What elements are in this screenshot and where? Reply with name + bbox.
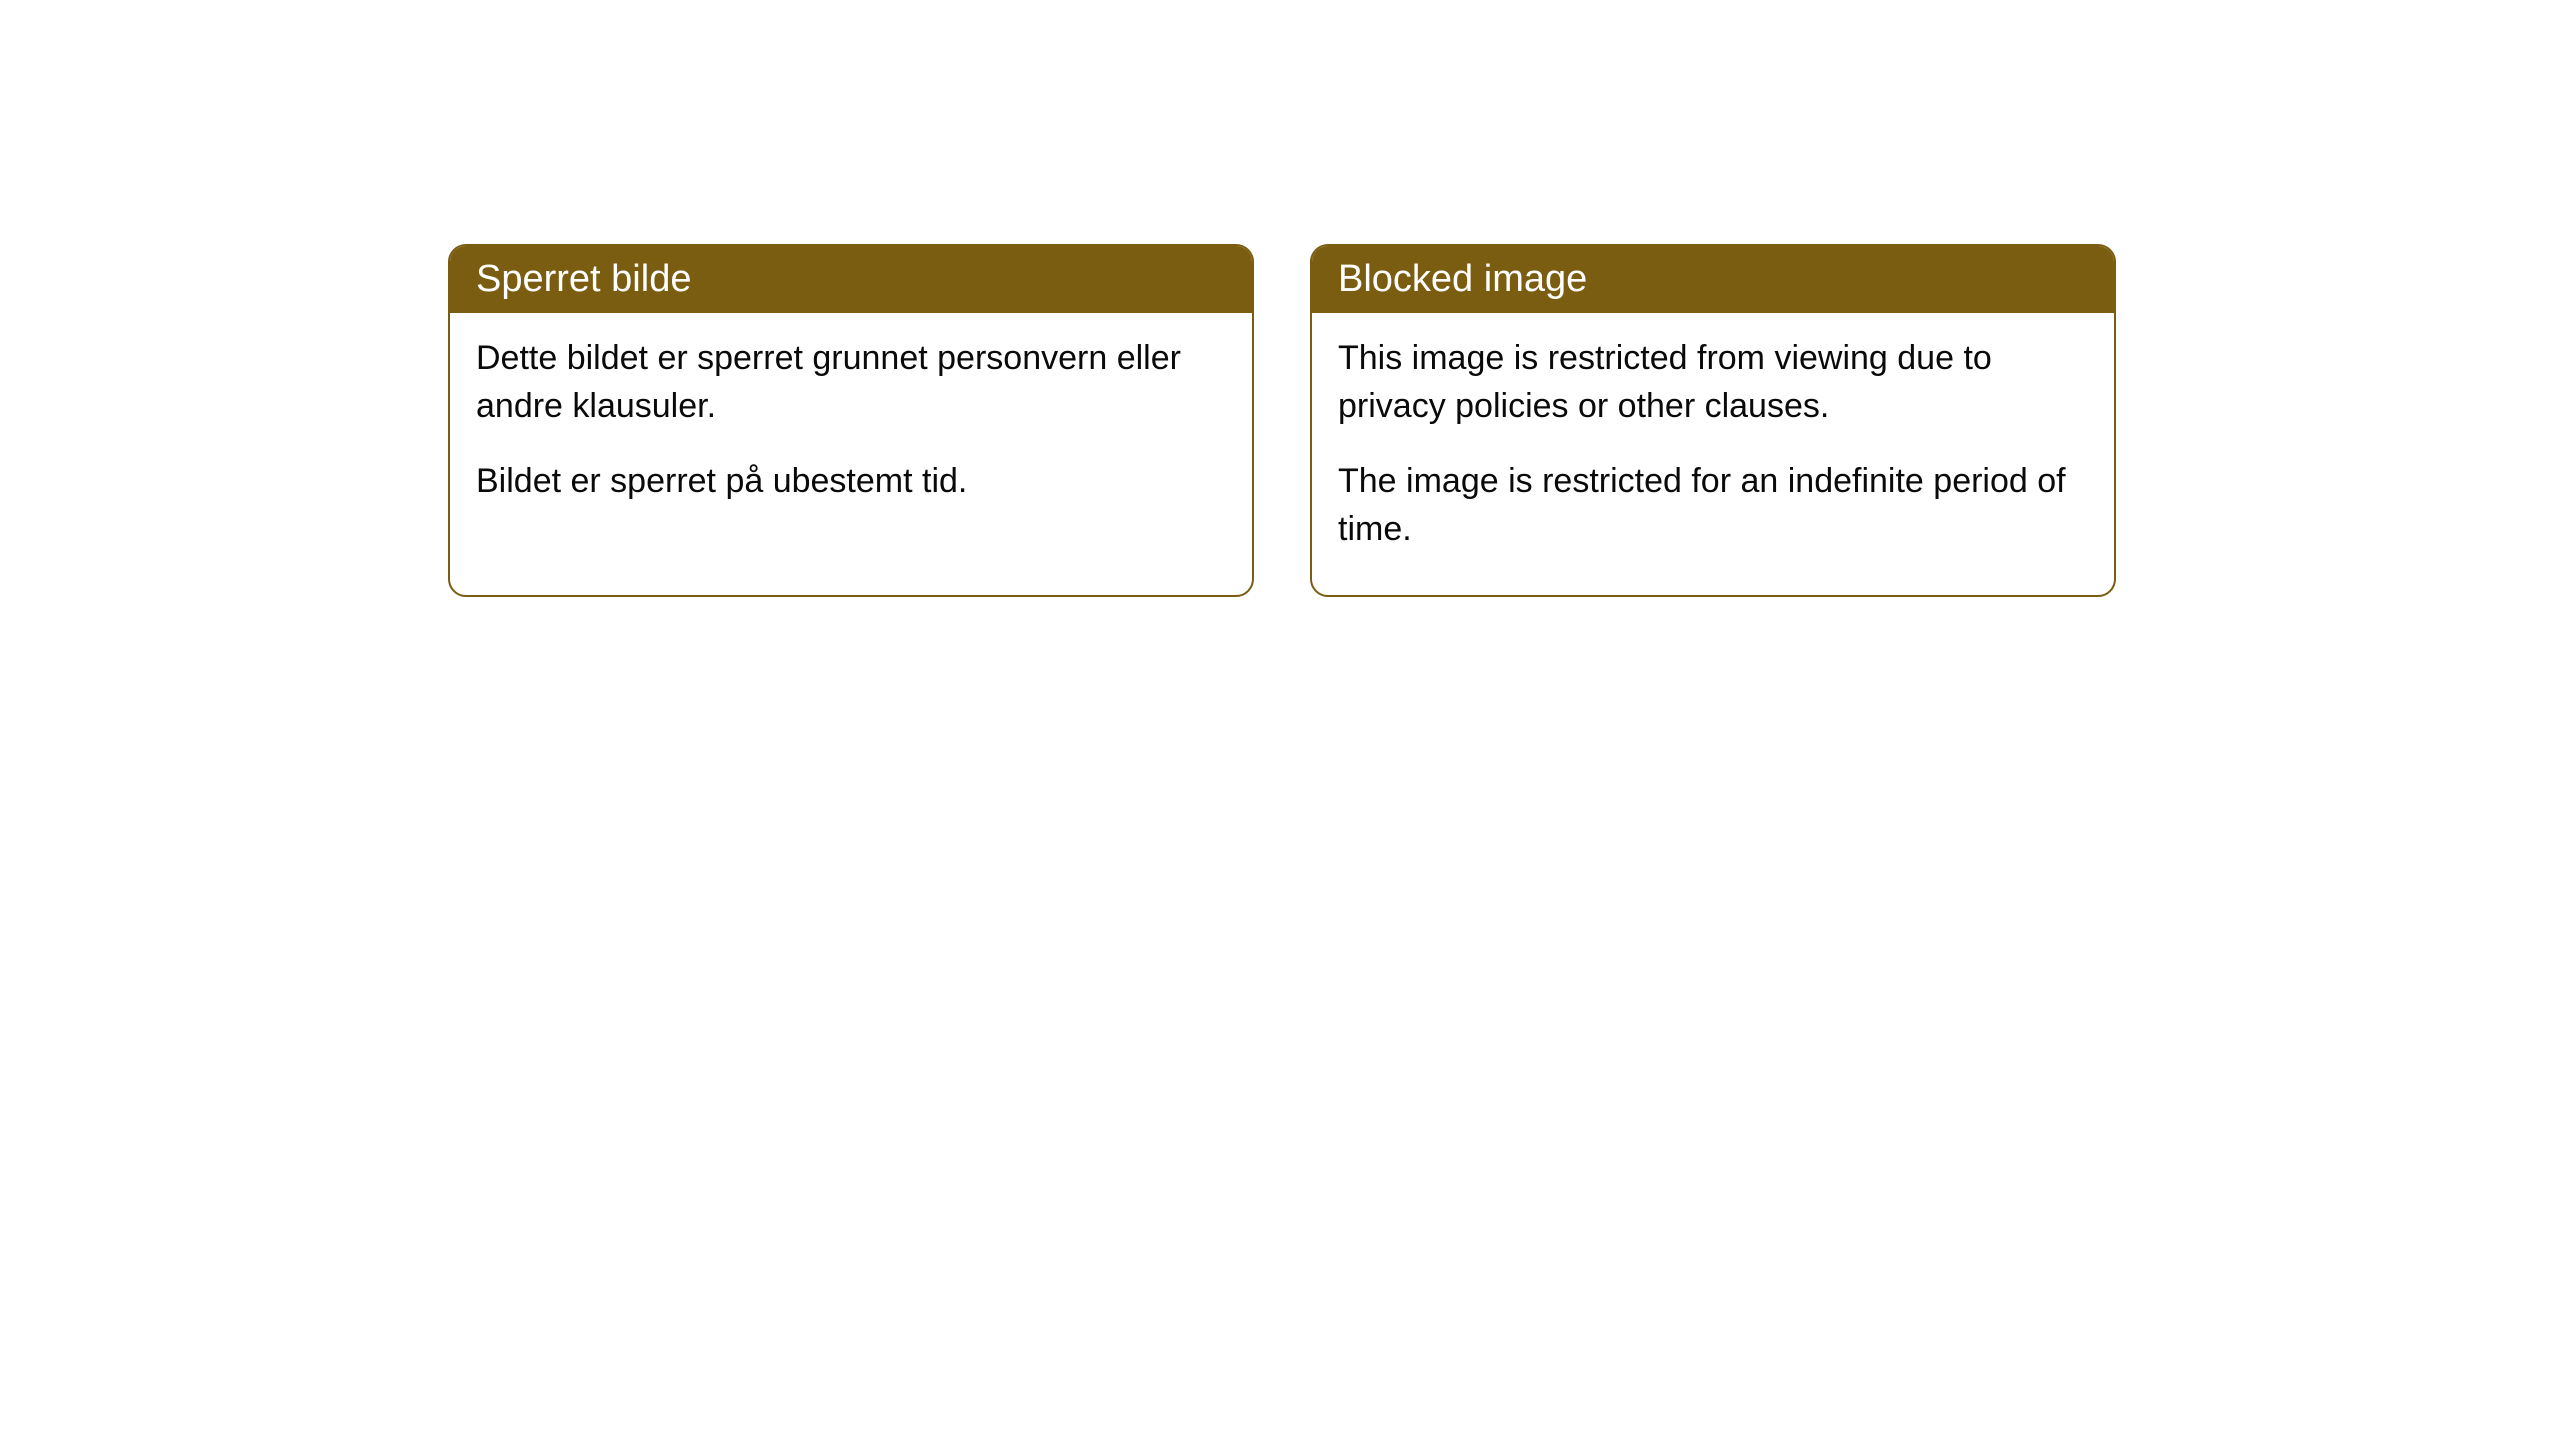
card-paragraph: Dette bildet er sperret grunnet personve… [476, 335, 1226, 430]
card-header: Sperret bilde [450, 246, 1252, 313]
card-title: Sperret bilde [476, 258, 691, 300]
card-title: Blocked image [1338, 258, 1587, 300]
card-paragraph: This image is restricted from viewing du… [1338, 335, 2088, 430]
notice-card-norwegian: Sperret bilde Dette bildet er sperret gr… [448, 244, 1254, 597]
card-paragraph: The image is restricted for an indefinit… [1338, 458, 2088, 553]
notice-card-english: Blocked image This image is restricted f… [1310, 244, 2116, 597]
card-paragraph: Bildet er sperret på ubestemt tid. [476, 458, 1226, 506]
card-body: Dette bildet er sperret grunnet personve… [450, 313, 1252, 548]
card-body: This image is restricted from viewing du… [1312, 313, 2114, 595]
notice-cards-container: Sperret bilde Dette bildet er sperret gr… [448, 244, 2116, 597]
card-header: Blocked image [1312, 246, 2114, 313]
